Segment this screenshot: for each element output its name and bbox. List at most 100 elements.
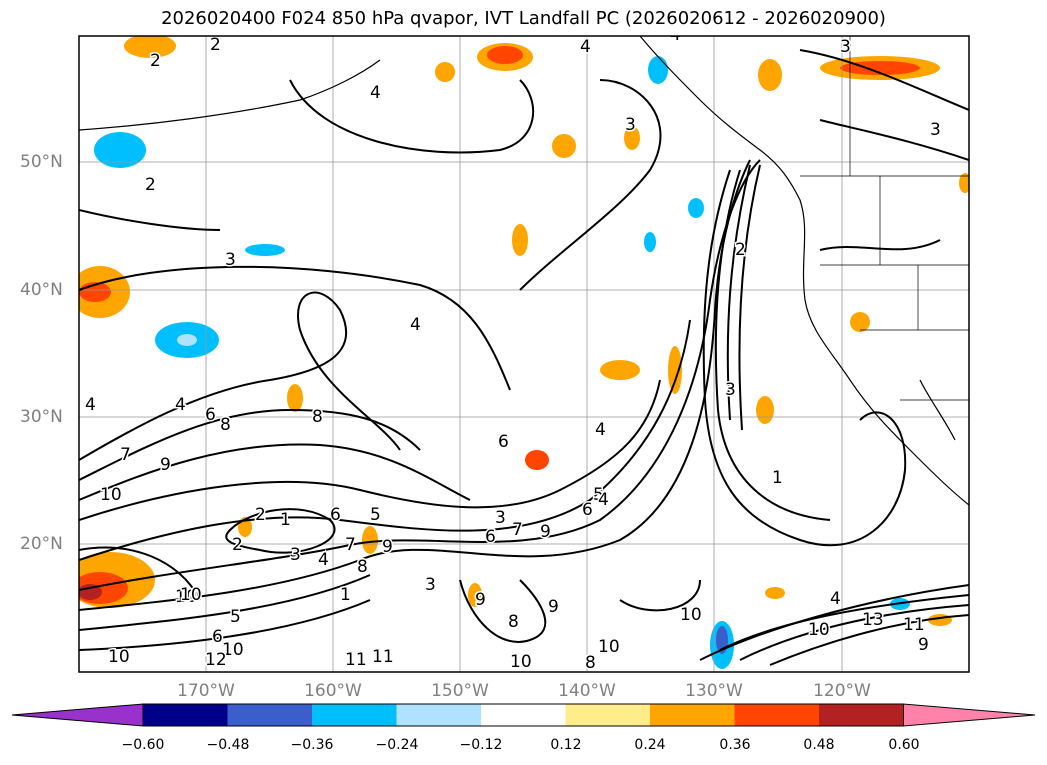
colorbar-tick: 0.36 — [719, 737, 751, 753]
contour-label: 10 — [808, 620, 830, 640]
contour-label: 7 — [120, 445, 131, 465]
contour-label: 10 — [108, 647, 130, 667]
contour-label: 2 — [255, 505, 266, 525]
colorbar-tick: −0.48 — [206, 737, 250, 753]
contour-label: 5 — [230, 607, 241, 627]
colorbar-tick: −0.24 — [375, 737, 419, 753]
colorbar-segment — [143, 704, 228, 726]
colorbar-frame — [142, 703, 904, 727]
contour-label: 3 — [840, 37, 851, 57]
contour-label: 6 — [205, 405, 216, 425]
contour-label: 4 — [85, 395, 96, 415]
contour-label: 2 — [210, 35, 221, 55]
contour-label: 10 — [222, 640, 244, 660]
contour-label: 8 — [312, 407, 323, 427]
contour-label: 8 — [220, 415, 231, 435]
contour-label: 7 — [345, 535, 356, 555]
contour-label: 4 — [175, 395, 186, 415]
colorbar-tick: 0.24 — [634, 737, 666, 753]
colorbar-segment — [565, 704, 651, 726]
contour-label: 6 — [212, 627, 223, 647]
coastline — [79, 36, 969, 506]
contour-label: 10 — [680, 605, 702, 625]
contour-label: 10 — [100, 485, 122, 505]
contour-label: 5 — [370, 505, 381, 525]
lon-label-160W: 160°W — [304, 681, 362, 701]
contour-label: 1 — [340, 585, 351, 605]
contour-label: 4 — [318, 550, 329, 570]
contour-label: 8 — [508, 612, 519, 632]
colorbar-extend-low — [11, 703, 144, 727]
contour-label: 2 — [150, 51, 161, 71]
contour-label: 11 — [903, 615, 925, 635]
contour-label: 6 — [485, 527, 496, 547]
ivt-contours — [79, 49, 969, 666]
contour-label: 2 — [145, 175, 156, 195]
contour-label: 5 — [593, 485, 604, 505]
contour-label: 2 — [735, 240, 746, 260]
lon-label-150W: 150°W — [431, 681, 489, 701]
contour-label: 6 — [330, 505, 341, 525]
colorbar-tick: 0.12 — [550, 737, 582, 753]
lat-label-40N: 40°N — [20, 280, 63, 300]
colorbar-segment — [650, 704, 735, 726]
contour-label: 1 — [280, 510, 291, 530]
colorbar-segment — [734, 704, 820, 726]
map-title: 2026020400 F024 850 hPa qvapor, IVT Land… — [161, 8, 886, 29]
contour-label: 3 — [725, 380, 736, 400]
contour-label: 6 — [498, 432, 509, 452]
contour-label: 4 — [370, 83, 381, 103]
contour-label: 4 — [410, 315, 421, 335]
contour-label: 4 — [670, 25, 681, 45]
colorbar-segment — [481, 704, 566, 726]
contour-label: 9 — [548, 597, 559, 617]
contour-label: 8 — [585, 653, 596, 673]
lat-label-20N: 20°N — [20, 534, 63, 554]
contour-label: 4 — [595, 420, 606, 440]
colorbar-segment — [227, 704, 313, 726]
colorbar-tick: −0.60 — [121, 737, 165, 753]
contour-label: 3 — [425, 575, 436, 595]
contour-label: 3 — [495, 508, 506, 528]
contour-label: 9 — [540, 522, 551, 542]
graticule — [79, 36, 969, 672]
lon-label-170W: 170°W — [177, 681, 235, 701]
borders — [800, 36, 969, 401]
lon-label-130W: 130°W — [685, 681, 743, 701]
contour-label: 10 — [180, 585, 202, 605]
colorbar-tick: −0.12 — [459, 737, 503, 753]
contour-label: 3 — [625, 115, 636, 135]
contour-label: 3 — [225, 250, 236, 270]
contour-label: 11 — [372, 647, 394, 667]
contour-label: 3 — [930, 120, 941, 140]
contour-label: 4 — [830, 589, 841, 609]
lon-label-120W: 120°W — [813, 681, 871, 701]
colorbar-segment — [819, 704, 904, 726]
colorbar-tick: 0.48 — [803, 737, 835, 753]
colorbar-extend-high — [903, 703, 1036, 727]
contour-label: 8 — [357, 557, 368, 577]
contour-label: 9 — [160, 455, 171, 475]
contour-label: 2 — [232, 535, 243, 555]
lon-label-140W: 140°W — [558, 681, 616, 701]
contour-label: 9 — [382, 537, 393, 557]
lat-label-50N: 50°N — [20, 152, 63, 172]
contour-label: 1 — [772, 468, 783, 488]
contour-label: 11 — [345, 650, 367, 670]
contour-label: 4 — [580, 37, 591, 57]
contour-label: 9 — [918, 635, 929, 655]
contour-label: 7 — [512, 520, 523, 540]
colorbar-segment — [312, 704, 397, 726]
contour-label: 12 — [205, 650, 227, 670]
colorbar — [11, 703, 1036, 727]
colorbar-tick: −0.36 — [290, 737, 334, 753]
contour-label: 10 — [598, 637, 620, 657]
contour-label: 3 — [290, 545, 301, 565]
contour-label: 4 — [598, 490, 609, 510]
map-frame — [78, 35, 970, 673]
contour-label: 10 — [510, 652, 532, 672]
colorbar-segment — [396, 704, 482, 726]
contour-label: 10 — [175, 587, 197, 607]
